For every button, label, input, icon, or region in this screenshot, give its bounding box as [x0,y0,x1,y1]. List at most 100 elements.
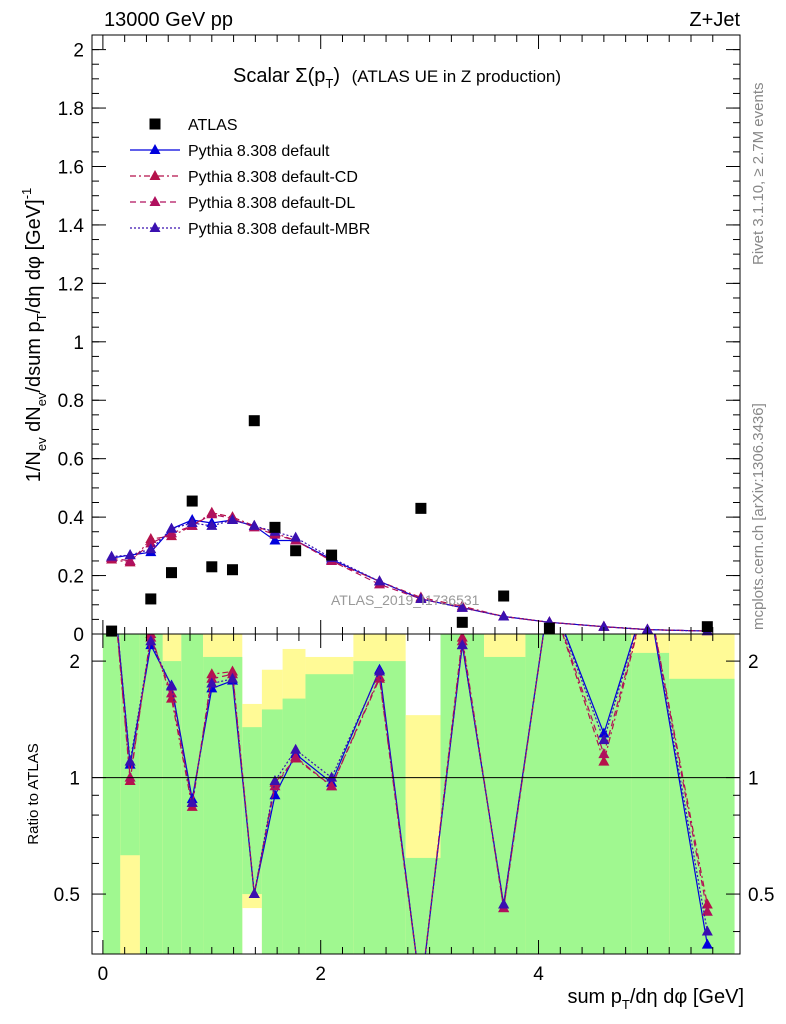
legend-label-atlas: ATLAS [188,117,238,134]
main-point-mbr [598,620,610,631]
ratio-plot-frame [91,633,741,955]
main-point-mbr [290,531,302,542]
ratio-point-mbr [326,771,338,782]
ratio-point-mbr [598,734,610,745]
band-inner-0 [102,634,121,954]
ratio-point-mbr [290,743,302,754]
ratio-point-dl [701,905,713,916]
main-y-tick-label: 1 [73,333,84,354]
legend-label-default: Pythia 8.308 default [188,143,330,160]
legend-marker-mbr [149,222,161,232]
ratio-point-mbr [166,680,178,691]
main-point-mbr [498,610,510,621]
ratio-point-mbr [374,665,386,676]
ratio-x-tick-label: 0 [98,964,109,985]
band-inner-3 [162,661,182,954]
rivet-label: Rivet 3.1.10, ≥ 2.7M events [750,83,767,266]
ratio-point-mbr [456,639,468,650]
main-point-mbr [186,516,198,527]
main-series-line-default [111,519,708,632]
main-series-line-cd [111,512,708,632]
ratio-point-mbr [124,755,136,766]
main-grid-layer [106,415,713,637]
header-right: Z+Jet [689,9,740,31]
main-y-tick-label: 0 [73,625,84,646]
atlas-data-point [456,616,468,628]
main-point-mbr [206,519,218,530]
main-y-tick-label: 2 [73,41,84,62]
band-inner-14 [525,634,632,954]
ratio-layer [116,634,713,954]
main-point-mbr [226,514,238,525]
header-left: 13000 GeV pp [104,9,233,31]
atlas-data-point [166,567,178,579]
ratio-series-group [116,634,713,954]
ratio-point-mbr [186,796,198,807]
ratio-y-tick-label-right: 2 [748,652,759,673]
main-y-tick-label: 1.8 [58,99,84,120]
main-y-tick-label: 0.8 [58,391,84,412]
atlas-data-point [701,621,713,633]
main-y-tick-label: 0.4 [58,508,85,529]
main-y-tick-label: 0.6 [58,450,84,471]
plot-title-close: ) [333,65,340,87]
bands-layer [102,634,735,954]
main-y-tick-label: 1.4 [58,216,85,237]
main-point-mbr [106,550,118,561]
ratio-point-dl [269,780,281,791]
atlas-data-point [206,561,218,573]
band-inner-7 [261,709,283,954]
ratio-point-mbr [248,888,260,899]
main-y-axis-label: 1/Nev dNev/dsum pT/dη dφ [GeV]-1 [19,188,49,483]
main-series-line-dl [111,513,708,632]
main-point-dl [206,508,218,519]
band-inner-8 [282,698,306,954]
ratio-point-dl [290,751,302,762]
main-point-mbr [456,601,468,612]
ratio-point-dl [598,748,610,759]
ratio-point-cd [598,755,610,766]
atlas-data-point [543,622,555,634]
atlas-data-point [290,545,302,557]
ratio-point-cd [701,898,713,909]
atlas-data-point [498,590,510,602]
legend-label-cd: Pythia 8.308 default-CD [188,169,358,186]
main-point-mbr [248,519,260,530]
ratio-point-default [701,938,713,949]
main-point-mbr [415,592,427,603]
ratio-point-mbr [226,672,238,683]
main-point-dl [124,554,136,565]
main-y-tick-label: 1.2 [58,274,84,295]
ratio-y-tick-label: 1 [69,769,80,790]
atlas-data-point [326,549,338,561]
band-inner-6 [242,727,262,895]
atlas-data-point [269,521,281,533]
ratio-point-mbr [498,898,510,909]
ratio-point-mbr [701,925,713,936]
ratio-point-dl [374,670,386,681]
band-inner-9 [305,674,354,954]
ratio-y-tick-label-right: 1 [748,769,759,790]
legend-marker-cd [149,170,161,180]
main-y-tick-label: 1.6 [58,157,84,178]
band-inner-2 [139,634,163,954]
atlas-data-point [145,593,157,605]
ratio-y-axis-label: Ratio to ATLAS [25,743,42,844]
plot-title-main: Scalar Σ(p [233,65,325,87]
atlas-data-point [248,415,260,427]
legend-label-mbr: Pythia 8.308 default-MBR [188,221,370,238]
legend-marker-atlas [149,118,161,130]
legend: ATLAS Pythia 8.308 default Pythia 8.308 de… [130,117,370,238]
ratio-y-tick-label: 0.5 [54,885,80,906]
band-inner-1 [120,634,140,856]
main-point-mbr [124,549,136,560]
x-axis-label: sum pT/dη dφ [GeV] [567,986,744,1012]
ratio-point-mbr [269,774,281,785]
ratio-point-dl [124,771,136,782]
band-inner-15 [631,652,670,954]
main-point-mbr [374,575,386,586]
main-point-default [269,534,281,545]
band-inner-16 [669,678,735,954]
legend-label-dl: Pythia 8.308 default-DL [188,195,355,212]
